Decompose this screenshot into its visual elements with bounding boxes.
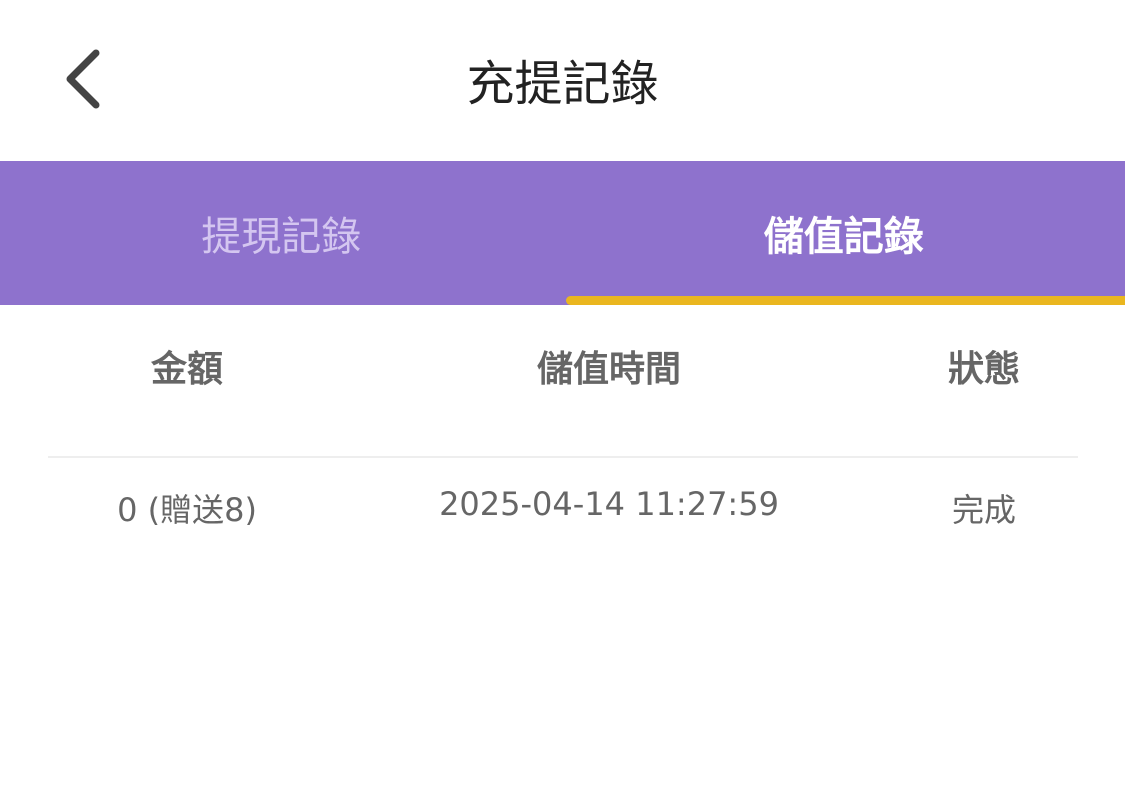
header: 充提記錄	[0, 0, 1125, 161]
column-header-time: 儲值時間	[536, 349, 682, 390]
column-header-amount: 金額	[150, 349, 224, 390]
column-header-status: 狀態	[947, 349, 1021, 390]
page-title: 充提記錄	[466, 56, 659, 112]
amount-cell: 0 (贈送8)	[117, 491, 257, 529]
tab-withdraw-records[interactable]: 提現記錄	[0, 161, 563, 305]
time-cell: 2025-04-14 11:27:59	[439, 485, 779, 523]
tab-bar: 提現記錄 儲值記錄	[0, 161, 1125, 305]
status-cell: 完成	[951, 491, 1017, 529]
tab-label: 儲值記錄	[763, 214, 924, 260]
tab-deposit-records[interactable]: 儲值記錄	[563, 161, 1125, 305]
back-button[interactable]	[60, 45, 120, 110]
tab-label: 提現記錄	[201, 214, 362, 260]
chevron-left-icon	[66, 49, 100, 109]
divider	[48, 456, 1078, 458]
active-tab-indicator	[565, 296, 1125, 305]
table-header: 金額 儲值時間 狀態	[0, 340, 1125, 425]
